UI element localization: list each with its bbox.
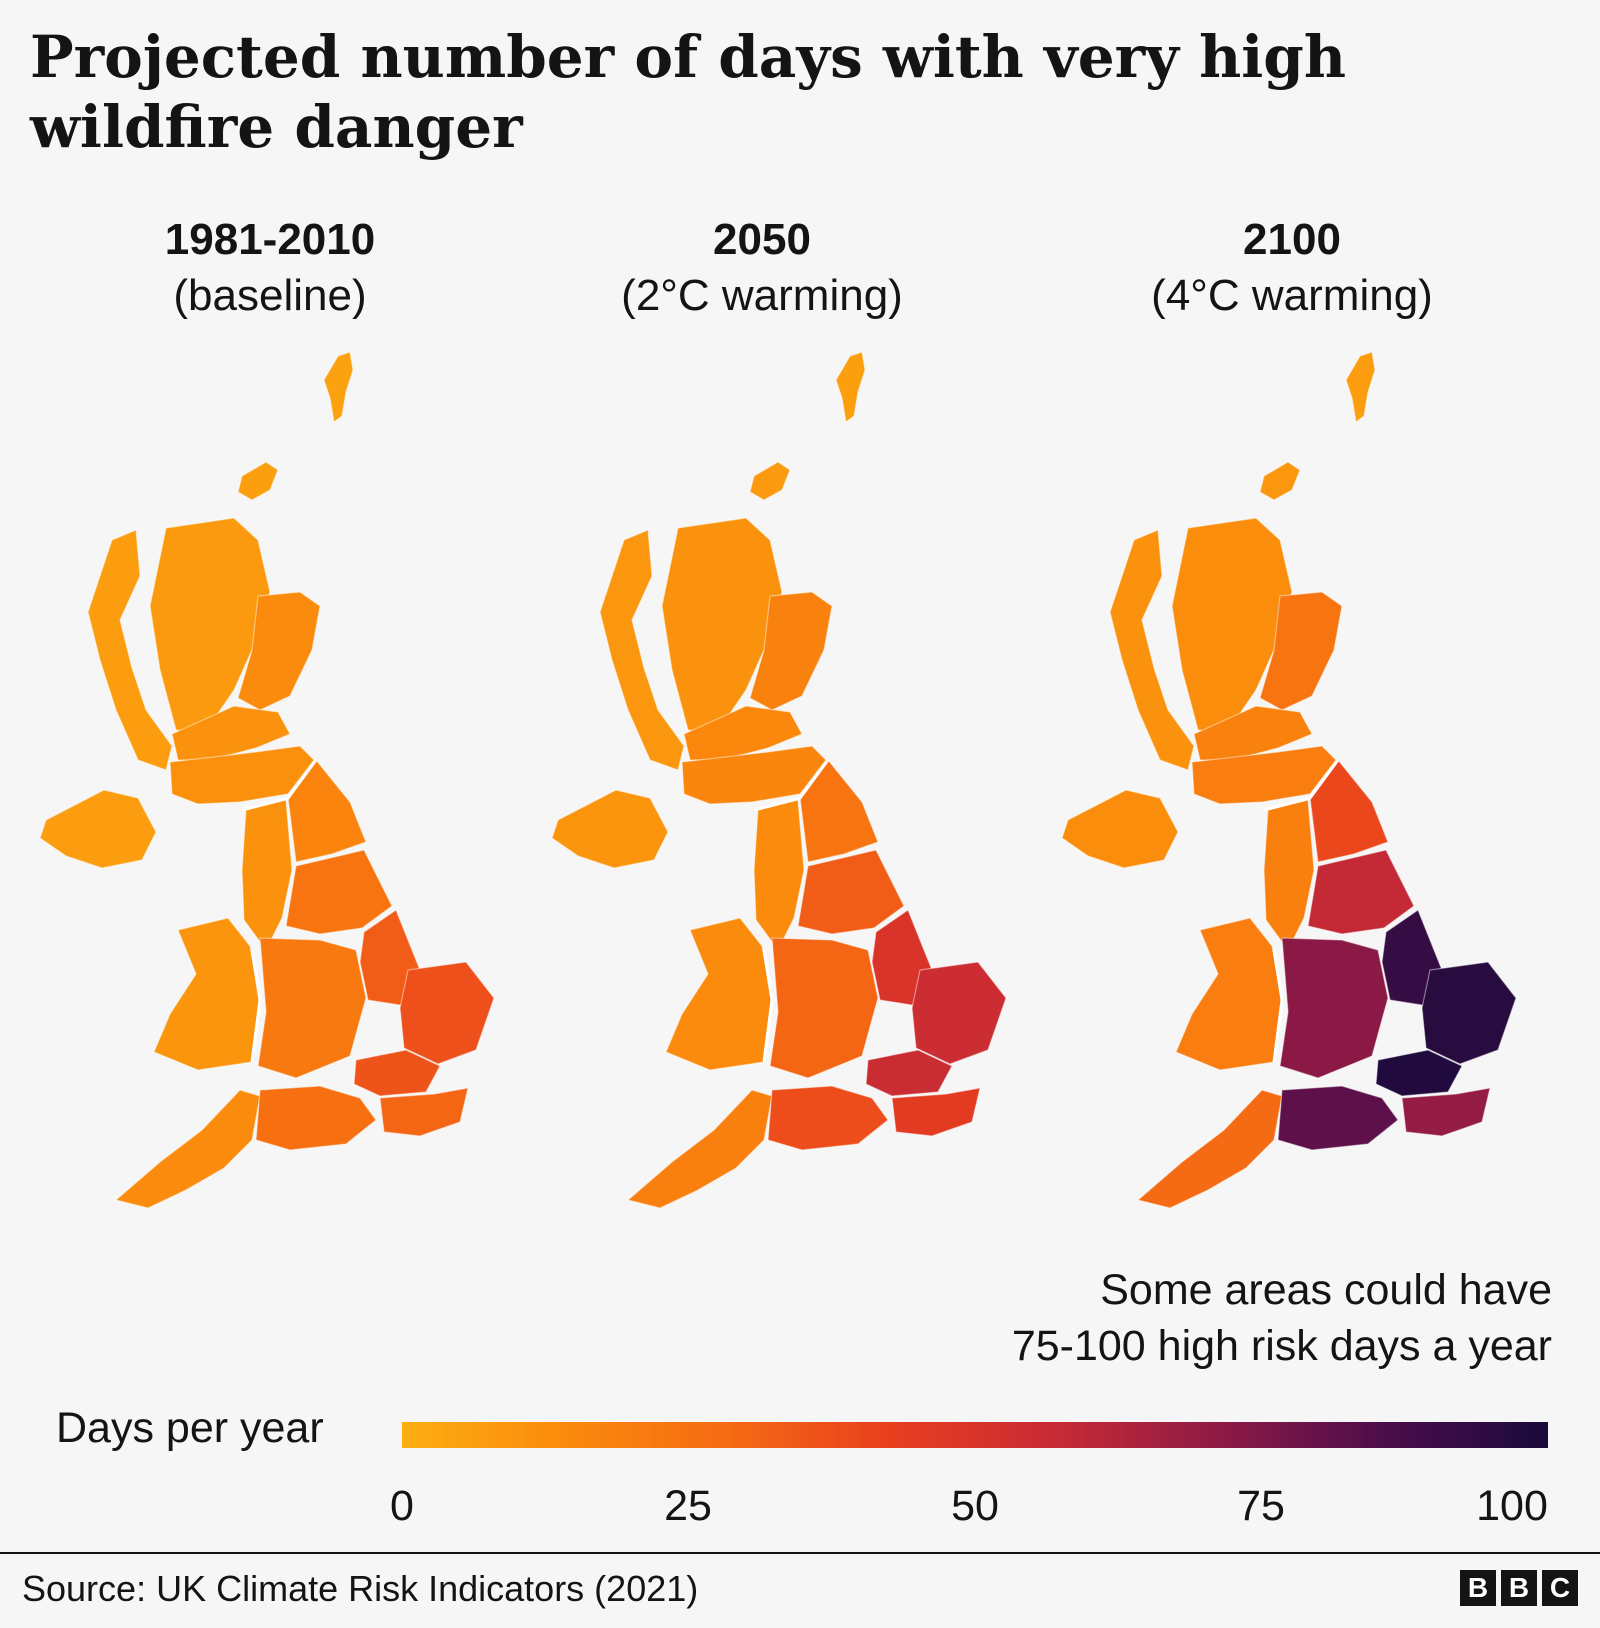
- region-west-coast: [87, 529, 173, 771]
- region-yorkshire: [797, 849, 905, 935]
- region-orkney: [1259, 461, 1301, 501]
- logo-letter: C: [1542, 1570, 1578, 1606]
- region-northern-ireland: [1061, 789, 1179, 869]
- region-shetland: [323, 351, 354, 424]
- region-west-coast: [599, 529, 685, 771]
- region-midlands: [257, 937, 367, 1079]
- region-central-scotland: [683, 705, 803, 761]
- region-west-coast: [1109, 529, 1195, 771]
- region-aberdeenshire: [749, 591, 833, 711]
- country-border: [1263, 759, 1340, 1063]
- region-shetland: [835, 351, 866, 424]
- legend-tick: 75: [1237, 1482, 1285, 1530]
- region-aberdeenshire: [1259, 591, 1343, 711]
- region-east-anglia: [1421, 961, 1517, 1065]
- region-highlands: [149, 517, 271, 735]
- panel-period: 1981-2010: [164, 215, 376, 264]
- region-north-west-england: [241, 799, 293, 952]
- region-north-west-england: [1263, 799, 1315, 952]
- annotation-line: 75-100 high risk days a year: [1011, 1322, 1552, 1370]
- region-london: [1375, 1049, 1463, 1097]
- panel-heading-2100: 2100 (4°C warming): [1032, 212, 1552, 324]
- annotation-line: Some areas could have: [1100, 1266, 1552, 1314]
- logo-letter: B: [1501, 1570, 1537, 1606]
- region-kent: [891, 1087, 981, 1137]
- region-east-anglia: [399, 961, 495, 1065]
- region-central-scotland: [171, 705, 291, 761]
- region-central-scotland: [1193, 705, 1313, 761]
- legend-label: Days per year: [56, 1404, 324, 1452]
- country-border: [241, 759, 318, 1063]
- region-midlands: [1279, 937, 1389, 1079]
- region-wales: [1175, 917, 1283, 1071]
- panel-period: 2100: [1243, 215, 1341, 264]
- region-northern-ireland: [39, 789, 157, 869]
- region-south-west: [626, 1089, 773, 1209]
- legend-tick: 100: [1476, 1482, 1548, 1530]
- region-wales: [153, 917, 261, 1071]
- region-south-west: [114, 1089, 261, 1209]
- panel-heading-2050: 2050 (2°C warming): [502, 212, 1022, 324]
- region-yorkshire: [285, 849, 393, 935]
- region-south-coast: [255, 1085, 377, 1151]
- region-orkney: [749, 461, 791, 501]
- region-kent: [379, 1087, 469, 1137]
- legend-color-scale: [402, 1422, 1548, 1448]
- region-east-anglia: [911, 961, 1007, 1065]
- footer-divider: [0, 1552, 1600, 1554]
- panel-period: 2050: [713, 215, 811, 264]
- bbc-logo: B B C: [1460, 1570, 1578, 1606]
- legend-tick: 50: [951, 1482, 999, 1530]
- annotation: Some areas could have 75-100 high risk d…: [1012, 1262, 1552, 1374]
- region-northern-ireland: [551, 789, 669, 869]
- country-border: [753, 759, 830, 1063]
- source-note: Source: UK Climate Risk Indicators (2021…: [22, 1568, 699, 1609]
- logo-letter: B: [1460, 1570, 1496, 1606]
- legend-tick: 0: [390, 1482, 414, 1530]
- region-wales: [665, 917, 773, 1071]
- region-north-west-england: [753, 799, 805, 952]
- region-south-coast: [1277, 1085, 1399, 1151]
- panel-subtitle: (2°C warming): [621, 271, 903, 320]
- region-highlands: [1171, 517, 1293, 735]
- uk-map-baseline: [39, 351, 495, 1209]
- region-london: [865, 1049, 953, 1097]
- region-orkney: [237, 461, 279, 501]
- region-yorkshire: [1307, 849, 1415, 935]
- region-south-west: [1136, 1089, 1283, 1209]
- region-southern-scotland: [169, 745, 315, 805]
- legend-tick: 25: [664, 1482, 712, 1530]
- chart-title: Projected number of days with very high …: [30, 23, 1347, 161]
- panel-heading-baseline: 1981-2010 (baseline): [10, 212, 530, 324]
- region-aberdeenshire: [237, 591, 321, 711]
- region-shetland: [1345, 351, 1376, 424]
- region-midlands: [769, 937, 879, 1079]
- uk-map-2050: [551, 351, 1007, 1209]
- region-kent: [1401, 1087, 1491, 1137]
- panel-subtitle: (baseline): [173, 271, 367, 320]
- uk-map-2100: [1061, 351, 1517, 1209]
- region-south-coast: [767, 1085, 889, 1151]
- region-southern-scotland: [681, 745, 827, 805]
- region-southern-scotland: [1191, 745, 1337, 805]
- panel-subtitle: (4°C warming): [1151, 271, 1433, 320]
- region-highlands: [661, 517, 783, 735]
- region-london: [353, 1049, 441, 1097]
